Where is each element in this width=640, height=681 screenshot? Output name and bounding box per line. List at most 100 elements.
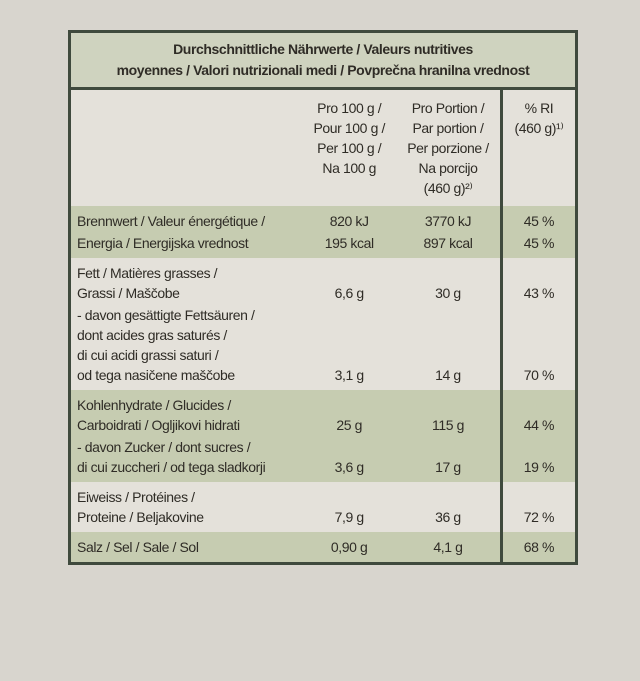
- value-cell: 72 %: [499, 482, 575, 532]
- value-text: 25 g: [336, 417, 363, 433]
- table-row: Fett / Matières grasses / Grassi / Maščob…: [71, 258, 575, 308]
- value-text: 70 %: [523, 367, 555, 383]
- column-header-line: Pour 100 g /: [313, 120, 385, 136]
- value-cell: 3,1 g: [302, 365, 396, 385]
- column-header-line: Par portion /: [412, 120, 484, 136]
- value-text: 0,90 g: [330, 539, 368, 555]
- row-label-line: dont acides gras saturés /: [77, 327, 227, 343]
- value-cell: 19 %: [499, 432, 575, 482]
- title-line: Durchschnittliche Nährwerte / Valeurs nu…: [173, 41, 473, 57]
- value-text: 44 %: [523, 417, 555, 433]
- value-text: 43 %: [523, 285, 555, 301]
- row-label-line: Salz / Sel / Sale / Sol: [77, 539, 199, 555]
- row-group: Eiweiss / Protéines / Proteine / Beljakov…: [71, 482, 575, 532]
- blank-cell: [71, 90, 302, 206]
- row-label: Brennwert / Valeur énergétique /: [71, 211, 302, 231]
- value-text: 17 g: [435, 459, 461, 475]
- row-label-line: Carboidrati / Ogljikovi hidrati: [77, 417, 240, 433]
- value-text: 45 %: [523, 213, 555, 229]
- row-label: Eiweiss / Protéines / Proteine / Beljakov…: [71, 487, 302, 527]
- value-cell: 25 g: [302, 415, 396, 435]
- value-cell: 7,9 g: [302, 507, 396, 527]
- row-label: - davon Zucker / dont sucres / di cui zuc…: [71, 437, 302, 477]
- row-label: Salz / Sel / Sale / Sol: [71, 537, 302, 557]
- row-label: - davon gesättigte Fettsäuren / dont acid…: [71, 305, 302, 385]
- column-header: % RI (460 g)¹⁾: [499, 90, 575, 206]
- nutrition-table: Durchschnittliche Nährwerte / Valeurs nu…: [68, 30, 578, 565]
- column-header: Pro Portion / Par portion / Per porzione /…: [396, 90, 500, 206]
- value-cell: 195 kcal: [302, 233, 396, 253]
- value-text: 19 %: [523, 459, 555, 475]
- value-cell: 45 %: [499, 228, 575, 258]
- column-header-line: Per 100 g /: [317, 140, 382, 156]
- value-cell: 70 %: [499, 300, 575, 390]
- value-text: 6,6 g: [334, 285, 365, 301]
- table-row: Salz / Sel / Sale / Sol 0,90 g 4,1 g 68 %: [71, 532, 575, 562]
- value-cell: 3,6 g: [302, 457, 396, 477]
- value-text: 14 g: [435, 367, 461, 383]
- value-text: 36 g: [435, 509, 461, 525]
- table-row: - davon Zucker / dont sucres / di cui zuc…: [71, 432, 575, 482]
- value-cell: 0,90 g: [302, 537, 396, 557]
- row-label-line: Fett / Matières grasses /: [77, 265, 218, 281]
- value-text: 820 kJ: [329, 213, 369, 229]
- column-header-line: Na 100 g: [322, 160, 376, 176]
- row-label-line: Eiweiss / Protéines /: [77, 489, 195, 505]
- row-label-line: di cui zuccheri / od tega sladkorji: [77, 459, 266, 475]
- row-label-line: - davon gesättigte Fettsäuren /: [77, 307, 255, 323]
- column-header-line: (460 g)²⁾: [423, 180, 473, 196]
- row-label-line: - davon Zucker / dont sucres /: [77, 439, 251, 455]
- table-title: Durchschnittliche Nährwerte / Valeurs nu…: [71, 33, 575, 90]
- value-text: 195 kcal: [324, 235, 374, 251]
- column-header-line: Na porcijo: [418, 160, 478, 176]
- value-cell: 6,6 g: [302, 283, 396, 303]
- table-row: Brennwert / Valeur énergétique / 820 kJ 37…: [71, 206, 575, 236]
- value-text: 115 g: [432, 417, 464, 433]
- value-cell: 897 kcal: [396, 233, 500, 253]
- column-header-line: % RI: [524, 100, 554, 116]
- row-group: Kohlenhydrate / Glucides / Carboidrati / …: [71, 390, 575, 482]
- row-label: Energia / Energijska vrednost: [71, 233, 302, 253]
- row-group: Salz / Sel / Sale / Sol 0,90 g 4,1 g 68 %: [71, 532, 575, 562]
- row-label-line: od tega nasičene maščobe: [77, 367, 235, 383]
- column-header-line: Pro Portion /: [411, 100, 485, 116]
- value-text: 45 %: [523, 235, 555, 251]
- value-text: 68 %: [523, 539, 555, 555]
- value-text: 7,9 g: [334, 509, 365, 525]
- row-label: Kohlenhydrate / Glucides / Carboidrati / …: [71, 395, 302, 435]
- value-text: 3770 kJ: [424, 213, 472, 229]
- column-header-line: (460 g)¹⁾: [514, 120, 564, 136]
- value-cell: 115 g: [396, 415, 500, 435]
- row-label: Fett / Matières grasses / Grassi / Maščob…: [71, 263, 302, 303]
- table-row: Eiweiss / Protéines / Proteine / Beljakov…: [71, 482, 575, 532]
- column-header-line: Per porzione /: [407, 140, 489, 156]
- value-cell: 3770 kJ: [396, 211, 500, 231]
- value-text: 3,6 g: [334, 459, 365, 475]
- value-cell: 45 %: [499, 206, 575, 236]
- table-row: Energia / Energijska vrednost 195 kcal 897…: [71, 228, 575, 258]
- table-body: Brennwert / Valeur énergétique / 820 kJ 37…: [71, 206, 575, 562]
- value-cell: 44 %: [499, 390, 575, 440]
- value-cell: 4,1 g: [396, 537, 500, 557]
- column-header-line: Pro 100 g /: [317, 100, 382, 116]
- value-text: 3,1 g: [334, 367, 365, 383]
- row-label-line: Proteine / Beljakovine: [77, 509, 204, 525]
- value-cell: 30 g: [396, 283, 500, 303]
- value-cell: 17 g: [396, 457, 500, 477]
- value-cell: 68 %: [499, 532, 575, 562]
- value-text: 30 g: [435, 285, 461, 301]
- row-group: Brennwert / Valeur énergétique / 820 kJ 37…: [71, 206, 575, 258]
- table-row: - davon gesättigte Fettsäuren / dont acid…: [71, 300, 575, 390]
- value-text: 4,1 g: [433, 539, 463, 555]
- value-text: 897 kcal: [423, 235, 473, 251]
- value-cell: 820 kJ: [302, 211, 396, 231]
- row-label-line: Energia / Energijska vrednost: [77, 235, 249, 251]
- row-label-line: Kohlenhydrate / Glucides /: [77, 397, 231, 413]
- value-cell: 14 g: [396, 365, 500, 385]
- row-group: Fett / Matières grasses / Grassi / Maščob…: [71, 258, 575, 390]
- row-label-line: Brennwert / Valeur énergétique /: [77, 213, 265, 229]
- value-cell: 43 %: [499, 258, 575, 308]
- row-label-line: di cui acidi grassi saturi /: [77, 347, 219, 363]
- column-header-row: Pro 100 g / Pour 100 g / Per 100 g / Na 100…: [71, 90, 575, 206]
